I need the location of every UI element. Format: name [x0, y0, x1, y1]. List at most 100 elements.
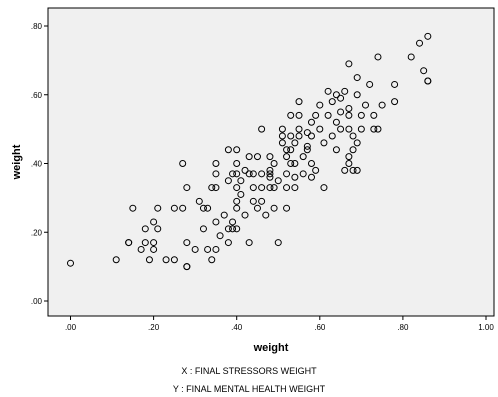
scatter-point	[283, 170, 291, 178]
scatter-point	[295, 132, 303, 140]
axis-ticks: .00 .20 .40 .60 .80 1.00 .00 .20 .40 .60 .80	[31, 22, 494, 332]
scatter-point	[424, 32, 432, 40]
scatter-point	[353, 91, 361, 99]
scatter-point	[295, 111, 303, 119]
scatter-point	[249, 197, 257, 205]
scatter-point	[258, 170, 266, 178]
scatter-point	[345, 105, 353, 112]
scatter-point	[337, 125, 345, 133]
scatter-point	[233, 225, 241, 233]
y-tick-label: .60	[31, 91, 43, 100]
scatter-point	[420, 67, 428, 75]
scatter-point	[341, 166, 349, 174]
scatter-point	[270, 160, 278, 167]
scatter-point	[245, 153, 253, 161]
scatter-point	[262, 211, 270, 219]
scatter-point	[303, 146, 311, 154]
scatter-point	[324, 111, 332, 119]
scatter-point	[145, 256, 153, 264]
y-tick-label: .00	[31, 297, 43, 306]
x-tick-label: .80	[397, 323, 409, 332]
scatter-point	[283, 153, 291, 161]
scatter-point	[324, 87, 332, 95]
scatter-point	[320, 184, 328, 192]
x-tick-label: .00	[65, 323, 77, 332]
scatter-point	[370, 111, 378, 119]
scatter-point	[253, 153, 261, 161]
scatter-point	[112, 256, 120, 264]
scatter-point	[162, 256, 170, 264]
scatter-point	[345, 153, 353, 161]
scatter-point	[291, 160, 299, 167]
scatter-point	[249, 170, 257, 178]
scatter-point	[233, 204, 241, 212]
scatter-point	[258, 184, 266, 192]
scatter-point	[353, 139, 361, 147]
scatter-point	[266, 170, 274, 178]
scatter-point	[291, 184, 299, 192]
scatter-point	[154, 225, 162, 233]
scatter-point	[407, 53, 415, 61]
scatter-point	[328, 132, 336, 140]
scatter-point	[328, 98, 336, 106]
scatter-point	[391, 80, 399, 88]
scatter-point	[233, 184, 241, 192]
y-tick-label: .40	[31, 160, 43, 169]
scatter-point	[233, 197, 241, 205]
scatter-point	[349, 166, 357, 174]
scatter-point	[349, 146, 357, 154]
scatter-point	[316, 101, 324, 109]
scatter-point	[291, 173, 299, 181]
scatter-point	[245, 170, 253, 178]
scatter-point	[154, 204, 162, 212]
scatter-point	[370, 125, 378, 133]
scatter-point	[183, 184, 191, 192]
scatter-point	[179, 204, 187, 212]
scatter-point	[337, 108, 345, 116]
scatter-point	[266, 166, 274, 174]
x-tick-label: .60	[314, 323, 326, 332]
scatter-point	[291, 139, 299, 147]
scatter-point	[299, 153, 307, 161]
scatter-point	[337, 94, 345, 102]
scatter-point	[150, 239, 158, 247]
scatter-point	[312, 166, 320, 174]
scatter-point	[424, 77, 432, 85]
scatter-point	[125, 239, 133, 247]
scatter-point	[204, 245, 212, 253]
scatter-point	[224, 225, 232, 233]
x-tick-label: .20	[148, 323, 160, 332]
scatter-point	[320, 139, 328, 147]
scatter-point	[245, 239, 253, 247]
scatter-point	[141, 225, 149, 233]
scatter-point	[233, 146, 241, 154]
scatter-point	[212, 184, 220, 192]
scatter-point	[332, 118, 340, 126]
x-variable-caption: X : FINAL STRESSORS WEIGHT	[181, 366, 317, 376]
scatter-point	[295, 98, 303, 106]
scatter-point	[258, 197, 266, 205]
scatter-point	[212, 245, 220, 253]
scatter-point	[295, 125, 303, 133]
scatter-point	[249, 184, 257, 192]
scatter-point	[274, 239, 282, 247]
scatter-point	[199, 225, 207, 233]
scatter-point	[353, 166, 361, 174]
scatter-point	[357, 111, 365, 119]
scatter-point	[353, 74, 361, 82]
scatter-point	[416, 39, 424, 47]
scatter-point	[312, 111, 320, 119]
scatter-point	[287, 146, 295, 154]
scatter-point	[208, 256, 216, 264]
scatter-point	[183, 263, 191, 271]
y-variable-caption: Y : FINAL MENTAL HEALTH WEIGHT	[172, 384, 326, 394]
scatter-point	[374, 125, 382, 133]
scatter-point	[208, 184, 216, 192]
scatter-point	[307, 160, 315, 167]
scatter-point	[332, 91, 340, 99]
scatter-point	[307, 118, 315, 126]
scatter-point	[253, 204, 261, 212]
scatter-point	[307, 173, 315, 181]
scatter-point	[224, 177, 232, 185]
scatter-point	[241, 166, 249, 174]
